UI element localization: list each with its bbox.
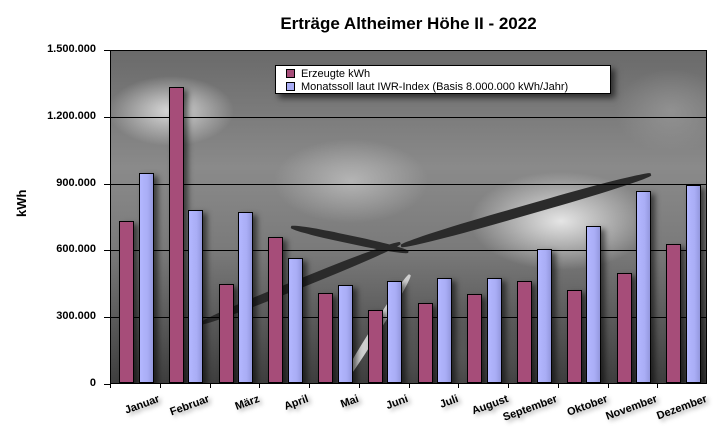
y-tick-mark [104, 384, 110, 385]
y-tick-label: 1.500.000 [47, 43, 96, 55]
x-tick-mark [408, 384, 410, 388]
legend-swatch-erzeugte [286, 69, 295, 78]
y-tick-label: 300.000 [56, 310, 96, 323]
bar-erzeugte-november [616, 273, 632, 383]
x-tick-label: September [501, 393, 560, 424]
bar-monatssoll-märz [238, 212, 253, 383]
x-tick-label: Februar [168, 393, 212, 419]
legend: Erzeugte kWh Monatssoll laut IWR-Index (… [275, 65, 611, 94]
x-tick-mark [209, 384, 211, 388]
x-tick-mark [259, 384, 261, 388]
legend-item-monatssoll: Monatssoll laut IWR-Index (Basis 8.000.0… [286, 80, 610, 93]
gridline [111, 250, 706, 252]
x-tick-label: Januar [123, 393, 162, 417]
legend-item-erzeugte: Erzeugte kWh [286, 67, 610, 80]
x-tick-mark [110, 384, 111, 388]
gridline [111, 116, 706, 118]
bar-erzeugte-mai [318, 292, 333, 383]
y-tick-mark [104, 116, 110, 118]
bar-monatssoll-september [536, 248, 552, 383]
legend-swatch-monatssoll [286, 82, 295, 91]
x-tick-label: Juni [384, 393, 411, 413]
y-tick-mark [104, 50, 110, 51]
bar-erzeugte-august [467, 293, 483, 383]
x-tick-mark [358, 384, 360, 388]
bar-monatssoll-oktober [586, 226, 602, 383]
bar-monatssoll-november [636, 191, 651, 383]
x-tick-label: Mai [339, 393, 361, 411]
x-tick-label: Juli [437, 393, 460, 411]
bar-monatssoll-juni [387, 280, 403, 383]
bar-erzeugte-juni [367, 310, 383, 383]
y-tick-mark [104, 317, 110, 319]
x-tick-label: März [233, 393, 261, 413]
bar-monatssoll-august [486, 277, 502, 383]
x-tick-label: Oktober [565, 393, 610, 419]
bar-erzeugte-oktober [566, 289, 582, 383]
bar-monatssoll-juli [437, 277, 452, 383]
y-tick-label: 600.000 [56, 243, 96, 256]
x-tick-mark [607, 384, 609, 388]
bar-erzeugte-juli [417, 302, 433, 383]
bar-erzeugte-märz [218, 283, 234, 383]
wind-turbine-blade [399, 169, 653, 251]
bar-erzeugte-april [268, 236, 284, 383]
x-tick-mark [508, 384, 509, 388]
x-tick-label: April [282, 393, 311, 413]
bar-erzeugte-september [517, 280, 532, 383]
gridline [111, 183, 706, 185]
plot-area [110, 50, 707, 384]
x-tick-mark [309, 384, 310, 388]
y-tick-label: 900.000 [56, 176, 96, 189]
bar-monatssoll-februar [188, 210, 204, 383]
x-tick-mark [557, 384, 559, 388]
y-axis-label: kWh [14, 189, 29, 217]
y-tick-label: 0 [89, 377, 96, 389]
bar-erzeugte-dezember [666, 244, 682, 383]
bar-monatssoll-april [287, 258, 303, 383]
x-tick-mark [458, 384, 460, 388]
legend-label-monatssoll: Monatssoll laut IWR-Index (Basis 8.000.0… [301, 80, 569, 93]
bar-erzeugte-januar [119, 221, 134, 383]
bar-erzeugte-februar [168, 87, 184, 383]
bar-monatssoll-januar [138, 173, 154, 383]
gridline [111, 317, 706, 319]
legend-label-erzeugte: Erzeugte kWh [301, 67, 371, 80]
bar-monatssoll-dezember [685, 184, 701, 383]
chart-title: Erträge Altheimer Höhe II - 2022 [280, 14, 537, 33]
x-tick-mark [657, 384, 659, 388]
x-tick-mark [159, 384, 161, 388]
y-tick-mark [104, 250, 110, 252]
y-tick-label: 1.200.000 [47, 109, 96, 122]
x-tick-label: Dezember [655, 393, 709, 423]
bar-monatssoll-mai [337, 284, 353, 383]
y-tick-mark [104, 183, 110, 185]
x-tick-label: November [604, 393, 659, 423]
